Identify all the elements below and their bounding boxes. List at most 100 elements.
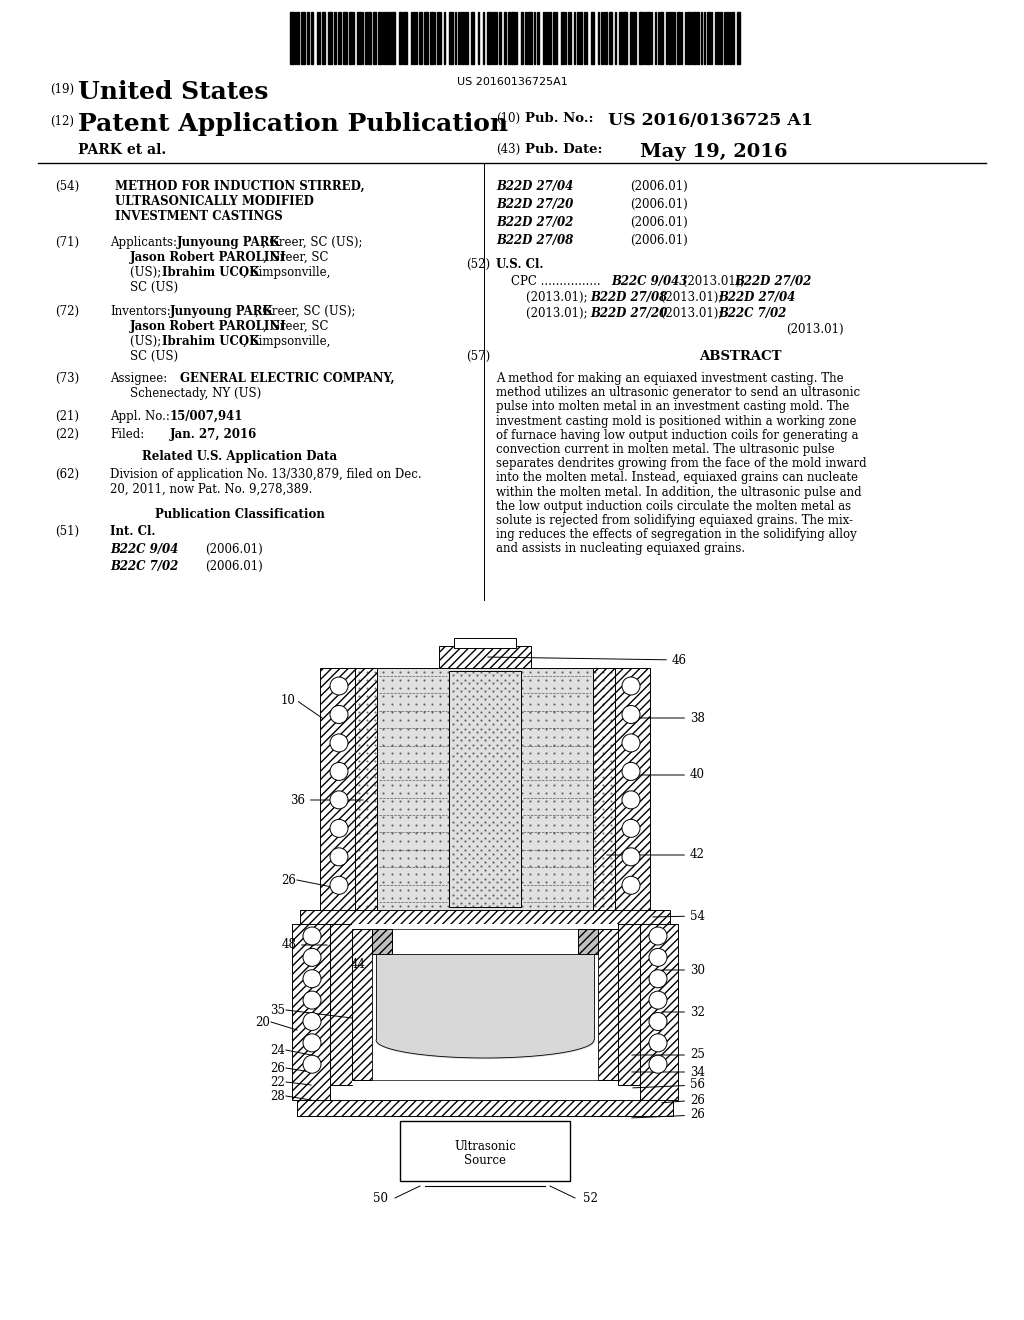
Bar — [618, 924, 640, 1085]
Circle shape — [330, 820, 348, 837]
Text: (43): (43) — [496, 143, 520, 156]
Circle shape — [303, 1055, 321, 1073]
Text: GENERAL ELECTRIC COMPANY,: GENERAL ELECTRIC COMPANY, — [180, 372, 394, 385]
Circle shape — [622, 791, 640, 809]
Text: (US);: (US); — [130, 335, 165, 348]
Text: 10: 10 — [282, 693, 296, 706]
Text: 50: 50 — [373, 1192, 387, 1204]
Text: Schenectady, NY (US): Schenectady, NY (US) — [130, 387, 261, 400]
Text: solute is rejected from solidifying equiaxed grains. The mix-: solute is rejected from solidifying equi… — [496, 513, 853, 527]
Text: , Greer, SC (US);: , Greer, SC (US); — [262, 236, 362, 249]
Text: 54: 54 — [652, 909, 705, 923]
Bar — [618, 12, 622, 63]
Text: (2006.01): (2006.01) — [205, 560, 263, 573]
Text: (19): (19) — [50, 83, 74, 96]
Text: May 19, 2016: May 19, 2016 — [640, 143, 787, 161]
Circle shape — [622, 876, 640, 894]
Bar — [690, 12, 692, 63]
Text: B22D 27/02: B22D 27/02 — [496, 216, 573, 228]
Bar — [437, 12, 439, 63]
Bar — [639, 12, 643, 63]
Text: (21): (21) — [55, 411, 79, 422]
Bar — [462, 12, 464, 63]
Text: 32: 32 — [662, 1006, 705, 1019]
Bar — [399, 12, 401, 63]
Bar — [609, 12, 612, 63]
Circle shape — [622, 705, 640, 723]
Text: (2006.01): (2006.01) — [630, 234, 688, 247]
Bar — [487, 12, 490, 63]
Bar — [687, 12, 689, 63]
Bar — [508, 12, 510, 63]
Bar — [378, 12, 381, 63]
Text: (12): (12) — [50, 115, 74, 128]
Text: Filed:: Filed: — [110, 428, 144, 441]
Bar — [352, 924, 618, 1085]
Bar — [615, 668, 650, 909]
Text: 30: 30 — [662, 964, 705, 977]
Bar — [439, 645, 531, 668]
Circle shape — [649, 927, 667, 945]
Bar — [322, 12, 325, 63]
Circle shape — [622, 847, 640, 866]
Text: (2013.01): (2013.01) — [786, 323, 844, 337]
Bar — [449, 12, 453, 63]
Bar — [311, 12, 313, 63]
Text: (73): (73) — [55, 372, 79, 385]
Text: (2013.01);: (2013.01); — [526, 308, 592, 319]
Text: Applicants:: Applicants: — [110, 236, 177, 249]
Bar — [300, 909, 670, 924]
Bar — [591, 12, 594, 63]
Text: the low output induction coils circulate the molten metal as: the low output induction coils circulate… — [496, 500, 851, 512]
Circle shape — [303, 1034, 321, 1052]
Text: Ibrahim UCOK: Ibrahim UCOK — [162, 267, 259, 279]
Text: 42: 42 — [607, 849, 705, 862]
Bar — [352, 929, 372, 1080]
Bar — [430, 12, 433, 63]
Text: Patent Application Publication: Patent Application Publication — [78, 112, 508, 136]
Bar — [693, 12, 696, 63]
Text: 24: 24 — [270, 1044, 285, 1056]
Text: (2013.01);: (2013.01); — [657, 290, 726, 304]
Text: SC (US): SC (US) — [130, 281, 178, 294]
Circle shape — [330, 763, 348, 780]
Bar — [372, 929, 392, 954]
Text: (2006.01): (2006.01) — [630, 198, 688, 211]
Circle shape — [303, 1012, 321, 1031]
Bar — [598, 929, 618, 1080]
Bar — [528, 12, 532, 63]
Text: Appl. No.:: Appl. No.: — [110, 411, 170, 422]
Text: 28: 28 — [270, 1089, 285, 1102]
Circle shape — [622, 677, 640, 696]
Text: US 2016/0136725 A1: US 2016/0136725 A1 — [608, 112, 813, 129]
Bar — [537, 12, 539, 63]
Text: (22): (22) — [55, 428, 79, 441]
Text: Assignee:: Assignee: — [110, 372, 167, 385]
Bar — [578, 929, 598, 954]
Bar — [605, 12, 607, 63]
Text: , Simpsonville,: , Simpsonville, — [243, 335, 331, 348]
Text: Jan. 27, 2016: Jan. 27, 2016 — [170, 428, 257, 441]
Text: B22C 7/02: B22C 7/02 — [110, 560, 178, 573]
Text: (2013.01);: (2013.01); — [526, 290, 592, 304]
Text: B22D 27/20: B22D 27/20 — [496, 198, 573, 211]
Text: (57): (57) — [466, 350, 490, 363]
Text: Ultrasonic: Ultrasonic — [454, 1139, 516, 1152]
Bar — [413, 12, 415, 63]
Text: 25: 25 — [632, 1048, 705, 1061]
Bar — [737, 12, 740, 63]
Bar — [376, 954, 594, 1040]
Text: A method for making an equiaxed investment casting. The: A method for making an equiaxed investme… — [496, 372, 844, 385]
Bar — [319, 668, 355, 909]
Text: (52): (52) — [466, 257, 490, 271]
Bar — [511, 12, 515, 63]
Bar — [334, 12, 336, 63]
Bar — [389, 12, 391, 63]
Circle shape — [330, 705, 348, 723]
Bar — [593, 668, 615, 909]
Circle shape — [649, 1055, 667, 1073]
Text: (10): (10) — [496, 112, 520, 125]
Text: 36: 36 — [290, 793, 364, 807]
Bar — [301, 12, 305, 63]
Text: 46: 46 — [487, 653, 687, 667]
